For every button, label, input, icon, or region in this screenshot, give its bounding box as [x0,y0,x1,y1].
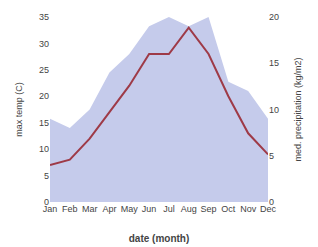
svg-text:Dec: Dec [260,204,277,214]
svg-text:10: 10 [269,105,279,115]
svg-text:35: 35 [39,12,49,22]
svg-text:Apr: Apr [102,204,116,214]
svg-text:20: 20 [39,91,49,101]
svg-text:5: 5 [44,171,49,181]
svg-text:20: 20 [269,12,279,22]
svg-text:Jan: Jan [43,204,58,214]
svg-text:10: 10 [39,144,49,154]
svg-text:med. precipitation (kg/m2): med. precipitation (kg/m2) [293,57,303,161]
svg-text:15: 15 [39,118,49,128]
svg-text:Sep: Sep [201,204,217,214]
svg-text:Nov: Nov [240,204,257,214]
svg-text:Mar: Mar [82,204,98,214]
svg-text:May: May [121,204,139,214]
svg-text:15: 15 [269,58,279,68]
svg-text:5: 5 [269,151,274,161]
svg-text:30: 30 [39,39,49,49]
svg-text:25: 25 [39,65,49,75]
svg-text:date (month): date (month) [129,233,190,244]
svg-text:Jul: Jul [163,204,175,214]
svg-text:0: 0 [269,197,274,207]
svg-text:Jun: Jun [142,204,157,214]
svg-text:Oct: Oct [221,204,236,214]
svg-text:Aug: Aug [181,204,197,214]
svg-text:max temp (C): max temp (C) [14,82,24,137]
svg-text:Feb: Feb [62,204,78,214]
svg-text:0: 0 [44,197,49,207]
